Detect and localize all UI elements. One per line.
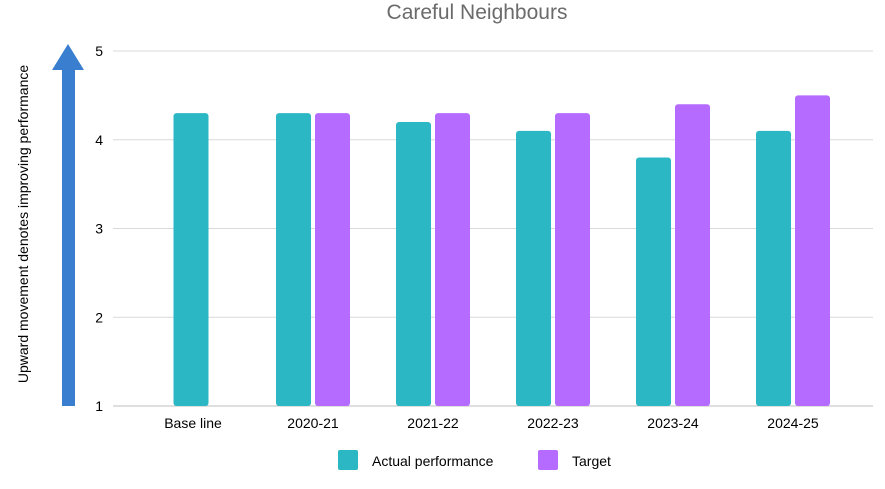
bar-actual-performance: [276, 113, 311, 406]
y-tick-label: 1: [95, 398, 103, 414]
bar-actual-performance: [516, 130, 551, 406]
y-axis-label: Upward movement denotes improving perfor…: [15, 65, 31, 383]
legend-swatch-target: [538, 450, 558, 470]
chart-title: Careful Neighbours: [387, 1, 568, 24]
bar-target: [675, 104, 710, 406]
legend-swatch-actual-performance: [338, 450, 358, 470]
x-tick-label: 2023-24: [647, 415, 699, 431]
x-tick-label: 2022-23: [527, 415, 579, 431]
x-tick-label: 2024-25: [767, 415, 819, 431]
bar-target: [555, 113, 590, 406]
bars: [173, 95, 830, 406]
legend: Actual performance Target: [338, 450, 611, 470]
y-tick-label: 5: [95, 43, 103, 59]
bar-target: [435, 113, 470, 406]
y-tick-label: 2: [95, 309, 103, 325]
gridlines: [113, 50, 873, 407]
x-tick-label: 2021-22: [407, 415, 459, 431]
x-tick-label: Base line: [164, 415, 222, 431]
bar-actual-performance: [396, 122, 431, 406]
y-tick-label: 4: [95, 132, 103, 148]
bar-actual-performance: [636, 157, 671, 406]
legend-label-target: Target: [572, 453, 611, 469]
legend-label-actual-performance: Actual performance: [372, 453, 494, 469]
bar-actual-performance: [173, 113, 209, 406]
y-axis-ticks: 1 2 3 4 5: [95, 43, 103, 414]
bar-target: [315, 113, 350, 406]
performance-arrow-icon: [52, 44, 84, 406]
y-tick-label: 3: [95, 221, 103, 237]
x-axis-ticks: Base line 2020-21 2021-22 2022-23 2023-24 202…: [164, 415, 819, 431]
x-tick-label: 2020-21: [287, 415, 339, 431]
bar-actual-performance: [756, 130, 791, 406]
bar-target: [795, 95, 830, 406]
